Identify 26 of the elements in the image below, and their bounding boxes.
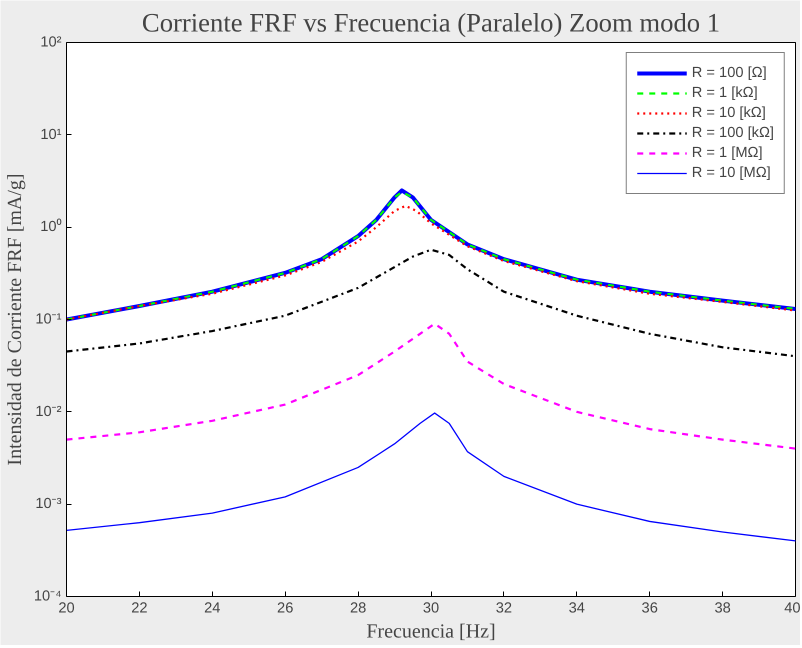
legend-label: R = 10 [kΩ] <box>692 105 766 121</box>
legend-label: R = 100 [Ω] <box>692 65 767 81</box>
x-tick-label: 40 <box>784 600 801 616</box>
x-tick-label: 34 <box>568 600 585 616</box>
y-tick-label: 10⁰ <box>40 218 62 236</box>
x-tick-label: 30 <box>422 600 440 616</box>
x-tick-label: 24 <box>204 600 220 616</box>
legend-label: R = 10 [MΩ] <box>692 165 771 181</box>
x-tick-label: 38 <box>714 600 731 616</box>
y-tick-label: 10⁻² <box>35 404 62 420</box>
x-tick-label: 20 <box>58 600 75 616</box>
y-axis-title: Intensidad de Corriente FRF [mA/g] <box>4 173 26 466</box>
x-tick-label: 26 <box>277 600 294 616</box>
y-tick-label: 10¹ <box>40 126 62 143</box>
y-tick-label: 10⁻³ <box>35 496 62 512</box>
y-tick-label: 10⁻¹ <box>35 312 62 328</box>
x-axis-title: Frecuencia [Hz] <box>366 620 496 642</box>
x-tick-label: 36 <box>642 600 658 616</box>
chart-title: Corriente FRF vs Frecuencia (Paralelo) Zoom modo 1 <box>142 8 720 38</box>
legend-label: R = 100 [kΩ] <box>692 125 774 141</box>
x-tick-label: 28 <box>350 600 366 616</box>
x-tick-label: 32 <box>496 600 512 616</box>
legend-label: R = 1 [kΩ] <box>692 85 758 101</box>
x-tick-label: 22 <box>131 600 148 616</box>
legend-label: R = 1 [MΩ] <box>692 145 763 161</box>
y-tick-label: 10² <box>40 34 62 50</box>
